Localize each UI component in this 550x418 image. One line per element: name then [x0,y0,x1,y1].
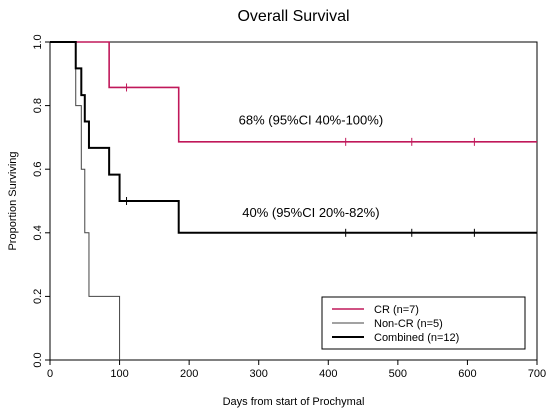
y-tick-label: 0.8 [32,98,44,113]
annotation-layer: 68% (95%CI 40%-100%) 40% (95%CI 20%-82%) [239,113,384,220]
chart-title: Overall Survival [237,8,349,25]
survival-annotation: 68% (95%CI 40%-100%) [239,113,384,128]
x-tick-label: 200 [180,368,198,380]
y-tick-label: 0.4 [32,225,44,240]
x-tick-label: 400 [319,368,337,380]
plot-frame [49,41,538,361]
series-layer [50,41,537,360]
survival-annotation: 40% (95%CI 20%-82%) [242,205,379,220]
y-axis-title: Proportion Surviving [7,151,19,250]
legend: CR (n=7) Non-CR (n=5) Combined (n=12) [321,296,526,350]
y-tick-label: 0.0 [32,352,44,367]
legend-label: Non-CR (n=5) [374,318,443,330]
legend-label: CR (n=7) [374,304,419,316]
series-0 [50,41,537,146]
x-tick-label: 300 [250,368,268,380]
series-1 [50,41,121,360]
x-tick-label: 0 [47,368,53,380]
x-tick-label: 700 [528,368,546,380]
axis-ticks: 0 100 200 300 400 500 600 700 0.0 0.2 0.4 0.6 0.8 1.0 [32,34,546,380]
survival-curve [50,41,537,234]
x-tick-label: 500 [389,368,407,380]
x-tick-label: 100 [110,368,128,380]
survival-curve [50,41,537,143]
y-tick-label: 0.6 [32,162,44,177]
y-tick-label: 1.0 [32,34,44,49]
legend-label: Combined (n=12) [374,332,459,344]
series-2 [50,41,537,237]
y-tick-label: 0.2 [32,289,44,304]
survival-curve [50,41,121,360]
x-tick-label: 600 [458,368,476,380]
x-axis-title: Days from start of Prochymal [223,396,365,408]
